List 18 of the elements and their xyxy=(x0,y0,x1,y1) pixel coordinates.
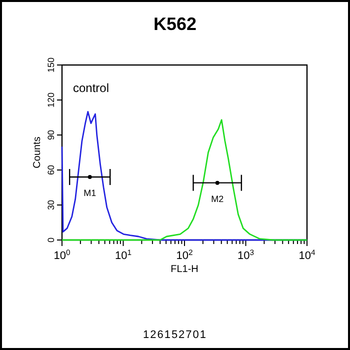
y-tick-label: 30 xyxy=(46,200,56,210)
data-label: M1 xyxy=(84,188,96,198)
annotation: control xyxy=(73,81,110,95)
x-tick-label: 10$^{3}$ xyxy=(237,248,254,262)
y-tick-label: 0 xyxy=(46,237,56,243)
chart-title: K562 xyxy=(153,14,197,34)
y-tick-label: 90 xyxy=(46,130,56,140)
x-tick-label: 10$^{0}$ xyxy=(54,248,70,262)
x-tick-label: 10$^{4}$ xyxy=(298,248,316,262)
y-axis-title: Counts xyxy=(32,136,43,168)
y-tick-label: 120 xyxy=(46,92,56,108)
y-tick-label: 150 xyxy=(46,57,56,73)
text: 126152701 xyxy=(142,329,208,341)
x-tick-label: 10$^{1}$ xyxy=(114,248,132,262)
x-axis-title: FL1-H xyxy=(170,264,198,275)
data-label: M2 xyxy=(211,194,224,204)
x-tick-label: 10$^{2}$ xyxy=(176,248,193,262)
y-tick-label: 60 xyxy=(46,164,56,176)
